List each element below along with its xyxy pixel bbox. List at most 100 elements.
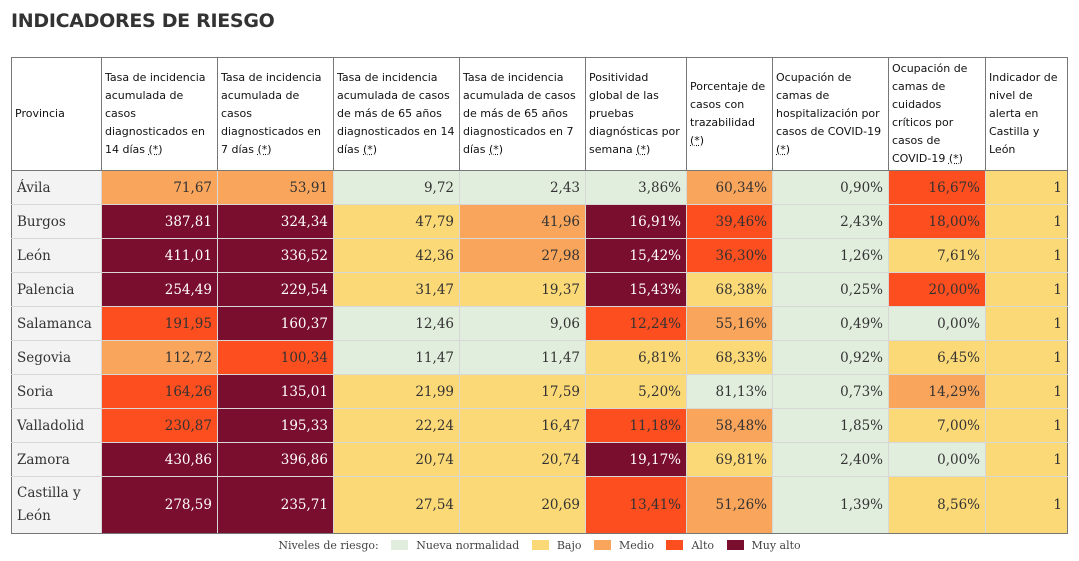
value-cell: 1,85% (772, 408, 889, 443)
value-cell: 19,17% (585, 442, 687, 477)
value-cell: 0,25% (772, 272, 889, 307)
column-header-label: Ocupación de camas de hospitalización po… (776, 71, 882, 138)
footnote-link[interactable]: (*) (489, 143, 504, 156)
value-cell: 7,00% (888, 408, 986, 443)
province-cell: Ávila (11, 170, 102, 205)
value-cell: 411,01 (101, 238, 218, 273)
value-cell: 396,86 (217, 442, 334, 477)
footnote-link[interactable]: (*) (148, 143, 163, 156)
value-cell: 58,48% (686, 408, 773, 443)
value-cell: 6,81% (585, 340, 687, 375)
value-cell: 15,42% (585, 238, 687, 273)
table-row: Castilla y León 278,59 235,71 27,54 20,69 13,… (11, 476, 1068, 534)
legend-label: Bajo (556, 539, 582, 552)
column-header-label: Provincia (15, 107, 65, 120)
value-cell: 18,00% (888, 204, 986, 239)
value-cell: 1 (985, 306, 1068, 341)
value-cell: 69,81% (686, 442, 773, 477)
value-cell: 7,61% (888, 238, 986, 273)
value-cell: 324,34 (217, 204, 334, 239)
province-cell: Salamanca (11, 306, 102, 341)
legend-item-nueva-normalidad: Nueva normalidad (391, 539, 519, 552)
value-cell: 1 (985, 476, 1068, 534)
value-cell: 1 (985, 204, 1068, 239)
value-cell: 135,01 (217, 374, 334, 409)
column-header: Tasa de incidencia acumulada de casos de… (459, 57, 586, 171)
column-header: Indicador de nivel de alerta en Castilla… (985, 57, 1068, 171)
value-cell: 0,49% (772, 306, 889, 341)
value-cell: 0,00% (888, 442, 986, 477)
value-cell: 336,52 (217, 238, 334, 273)
value-cell: 60,34% (686, 170, 773, 205)
legend-title: Niveles de riesgo: (278, 539, 379, 552)
value-cell: 1 (985, 272, 1068, 307)
province-cell: Zamora (11, 442, 102, 477)
value-cell: 8,56% (888, 476, 986, 534)
value-cell: 164,26 (101, 374, 218, 409)
column-header-label: Tasa de incidencia acumulada de casos de… (337, 71, 455, 156)
footnote-link[interactable]: (*) (776, 143, 791, 156)
legend-label: Nueva normalidad (416, 539, 520, 552)
column-header-label: Positividad global de las pruebas diagnó… (589, 71, 680, 156)
value-cell: 1 (985, 340, 1068, 375)
value-cell: 387,81 (101, 204, 218, 239)
value-cell: 51,26% (686, 476, 773, 534)
column-header-label: Tasa de incidencia acumulada de casos di… (105, 71, 206, 156)
value-cell: 11,18% (585, 408, 687, 443)
value-cell: 27,98 (459, 238, 586, 273)
value-cell: 68,38% (686, 272, 773, 307)
value-cell: 112,72 (101, 340, 218, 375)
value-cell: 100,34 (217, 340, 334, 375)
value-cell: 20,74 (333, 442, 460, 477)
value-cell: 68,33% (686, 340, 773, 375)
value-cell: 235,71 (217, 476, 334, 534)
value-cell: 15,43% (585, 272, 687, 307)
province-cell: Castilla y León (11, 476, 102, 534)
value-cell: 229,54 (217, 272, 334, 307)
column-header: Porcentaje de casos con trazabilidad (*) (686, 57, 773, 171)
value-cell: 0,00% (888, 306, 986, 341)
page-title: INDICADORES DE RIESGO (11, 10, 275, 32)
value-cell: 160,37 (217, 306, 334, 341)
value-cell: 6,45% (888, 340, 986, 375)
value-cell: 0,92% (772, 340, 889, 375)
province-cell: León (11, 238, 102, 273)
column-header-label: Tasa de incidencia acumulada de casos de… (463, 71, 576, 156)
column-header-label: Tasa de incidencia acumulada de casos di… (221, 71, 322, 156)
value-cell: 3,86% (585, 170, 687, 205)
footnote-link[interactable]: (*) (690, 134, 705, 147)
footnote-link[interactable]: (*) (363, 143, 378, 156)
value-cell: 41,96 (459, 204, 586, 239)
value-cell: 21,99 (333, 374, 460, 409)
legend-swatch (666, 540, 684, 550)
table-row: Salamanca 191,95 160,37 12,46 9,06 12,24% 55,1… (11, 306, 1068, 341)
value-cell: 39,46% (686, 204, 773, 239)
column-header: Positividad global de las pruebas diagnó… (585, 57, 687, 171)
value-cell: 71,67 (101, 170, 218, 205)
column-header: Ocupación de camas de cuidados críticos … (888, 57, 986, 171)
legend-swatch (531, 540, 549, 550)
value-cell: 13,41% (585, 476, 687, 534)
value-cell: 11,47 (459, 340, 586, 375)
value-cell: 81,13% (686, 374, 773, 409)
footnote-link[interactable]: (*) (257, 143, 272, 156)
value-cell: 22,24 (333, 408, 460, 443)
value-cell: 230,87 (101, 408, 218, 443)
value-cell: 20,69 (459, 476, 586, 534)
value-cell: 430,86 (101, 442, 218, 477)
footnote-link[interactable]: (*) (636, 143, 651, 156)
table-row: Burgos 387,81 324,34 47,79 41,96 16,91% 39,46%… (11, 204, 1068, 239)
value-cell: 19,37 (459, 272, 586, 307)
value-cell: 2,40% (772, 442, 889, 477)
column-header: Tasa de incidencia acumulada de casos di… (217, 57, 334, 171)
value-cell: 12,46 (333, 306, 460, 341)
footnote-link[interactable]: (*) (948, 152, 963, 165)
value-cell: 1,39% (772, 476, 889, 534)
value-cell: 9,72 (333, 170, 460, 205)
value-cell: 31,47 (333, 272, 460, 307)
risk-indicators-table: Provincia Tasa de incidencia acumulada d… (11, 57, 1068, 534)
province-cell: Segovia (11, 340, 102, 375)
column-header: Provincia (11, 57, 102, 171)
value-cell: 12,24% (585, 306, 687, 341)
column-header: Tasa de incidencia acumulada de casos di… (101, 57, 218, 171)
